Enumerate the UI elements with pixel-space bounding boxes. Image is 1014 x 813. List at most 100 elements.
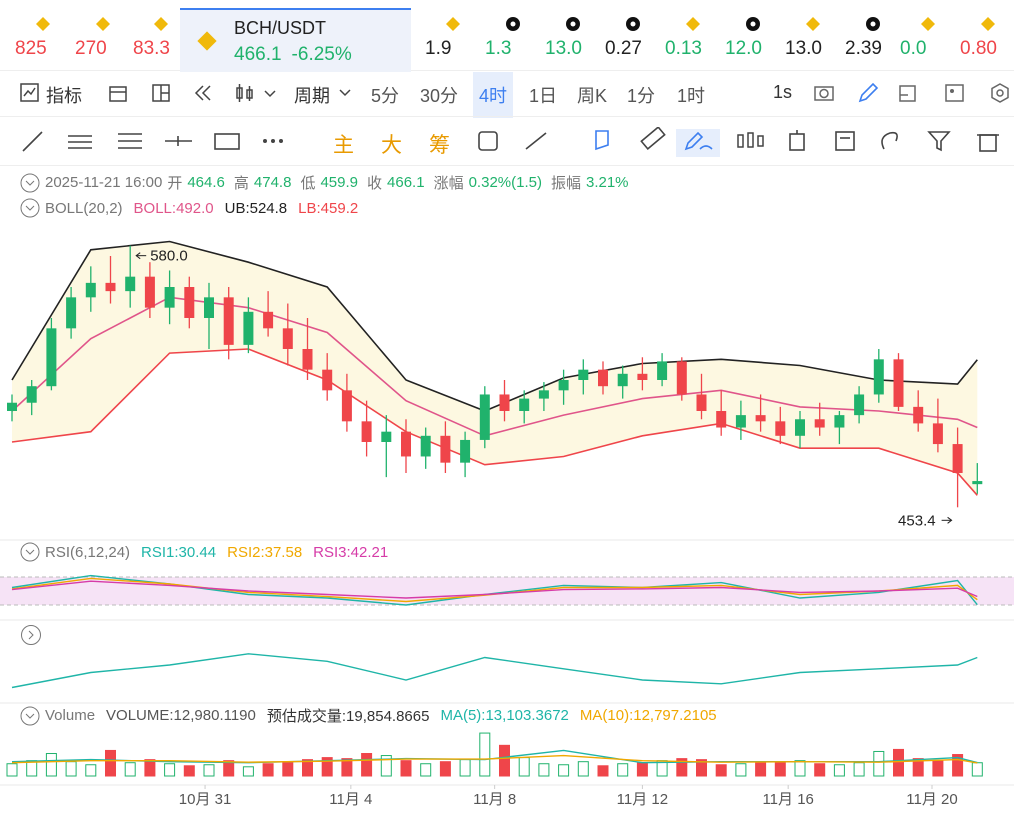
boll-legend: BOLL(20,2) BOLL:492.0 UB:524.8 LB:459.2 <box>20 198 358 218</box>
x-tick-label: 11月 4 <box>329 791 372 808</box>
volume-bar <box>144 759 156 777</box>
candle-body <box>637 373 648 380</box>
volume-legend: Volume VOLUME:12,980.1190 预估成交量:19,854.866… <box>20 705 717 726</box>
volume-bar <box>105 749 116 777</box>
annotation-head <box>947 516 953 524</box>
drawing-icons-right[interactable] <box>474 127 1014 157</box>
volume-bar <box>558 764 570 777</box>
indicator-line <box>11 653 978 689</box>
candle-body <box>46 328 57 387</box>
field-value: 0.32%(1.5) <box>468 174 542 191</box>
ticker-price: 0.0 <box>900 38 927 59</box>
right-tools[interactable] <box>812 82 1012 104</box>
volume-bar <box>302 759 313 777</box>
rsi-legend: RSI(6,12,24) RSI1:30.44 RSI2:37.58 RSI3:42.… <box>20 542 388 562</box>
chevron <box>339 89 351 97</box>
volume-bar <box>794 760 806 777</box>
seconds-button[interactable]: 1s <box>773 82 793 102</box>
interval-button[interactable]: 30分 <box>420 86 459 106</box>
volume-bar <box>538 763 550 777</box>
period-button[interactable]: 周期 <box>294 86 330 106</box>
candle-body <box>854 394 865 416</box>
collapse-icon <box>20 173 40 192</box>
volume-bar <box>361 753 373 777</box>
ticker-tab[interactable]: 0.27 <box>605 10 655 66</box>
layout-icons[interactable] <box>108 83 238 103</box>
ticker-tab[interactable]: 12.0 <box>725 10 775 66</box>
interval-button[interactable]: 1分 <box>627 86 656 106</box>
interval-button[interactable]: 周K <box>577 86 608 106</box>
ticker-tab[interactable]: 0.0 <box>900 10 950 66</box>
tool-large[interactable]: 大 <box>381 134 402 157</box>
candle-body <box>834 415 845 428</box>
candle-body <box>105 282 116 292</box>
interval-button[interactable]: 5分 <box>371 86 400 106</box>
coin-shape <box>686 17 700 31</box>
ball-dot <box>870 21 876 27</box>
indicator-name: RSI(6,12,24) <box>45 543 131 561</box>
boll-mid <box>11 296 978 437</box>
volume-bar <box>420 763 432 777</box>
ticker-price: 13.0 <box>785 38 822 59</box>
boll-lower <box>11 348 978 496</box>
x-tick-label: 10月 31 <box>179 791 232 808</box>
volume-bar <box>65 761 77 777</box>
ticker-tab[interactable]: 13.0 <box>785 10 835 66</box>
active-ticker[interactable]: BCH/USDT 466.1 -6.25% <box>180 8 411 72</box>
candle-body <box>716 411 727 428</box>
interval-button[interactable]: 4时 <box>473 72 514 118</box>
ticker-price: 0.13 <box>665 38 702 59</box>
volume-bar <box>735 763 747 777</box>
field-label: 涨幅 <box>433 175 464 192</box>
ticker-tab[interactable]: 270 <box>75 10 125 66</box>
coin-shape <box>981 17 995 31</box>
candle-body <box>795 419 805 436</box>
ticker-tab[interactable]: 0.13 <box>665 10 715 66</box>
volume-bar <box>893 748 904 777</box>
icon-ring <box>20 173 40 192</box>
drawing-icons[interactable] <box>20 129 320 155</box>
ticker-tab[interactable]: 1.9 <box>425 10 475 66</box>
volume-bar <box>85 764 97 777</box>
x-tick-label: 11月 8 <box>473 791 516 808</box>
candle-body <box>302 349 313 370</box>
volume-bar <box>932 760 944 777</box>
indicators-button[interactable]: 指标 <box>46 86 82 106</box>
ticker-price: 83.3 <box>133 38 170 59</box>
tool-main[interactable]: 主 <box>333 134 354 157</box>
ticker-tab[interactable]: 83.3 <box>133 10 183 66</box>
ticker-tab[interactable]: 1.3 <box>485 10 535 66</box>
ticker-tab[interactable]: 2.39 <box>845 10 895 66</box>
candle-body <box>696 394 707 411</box>
ticker-tab[interactable]: 0.80 <box>960 10 1010 66</box>
volume-ma10 <box>11 754 978 764</box>
ticker-tab[interactable]: 825 <box>15 10 65 66</box>
price-line: 466.1 -6.25% <box>234 44 352 66</box>
ticker-price: 2.39 <box>845 38 882 59</box>
expand-icon <box>21 625 41 645</box>
icon-chevron <box>28 630 34 640</box>
candle-body <box>361 421 372 442</box>
candle-body <box>243 311 254 345</box>
interval-button[interactable]: 1时 <box>677 86 706 106</box>
volume-bar <box>499 744 510 777</box>
candle-body <box>460 439 471 463</box>
candle-body <box>282 328 293 349</box>
ticker-tab[interactable]: 13.0 <box>545 10 595 66</box>
indicator-icon[interactable] <box>20 83 40 103</box>
candle-body <box>735 415 746 428</box>
candle-body <box>204 297 214 318</box>
interval-button[interactable]: 1日 <box>529 86 558 106</box>
field-label: 低 <box>300 175 316 192</box>
icon-ring <box>20 198 40 218</box>
ticker-price: 825 <box>15 38 47 59</box>
volume-bar <box>518 757 530 777</box>
tool-chips[interactable]: 筹 <box>429 134 450 157</box>
icon-ring <box>21 625 41 645</box>
legend-item: MA(10):12,797.2105 <box>579 707 717 724</box>
annotation-head <box>135 252 141 260</box>
chart-type[interactable] <box>235 83 280 103</box>
field-label: 收 <box>367 175 383 192</box>
candle-body <box>164 287 175 308</box>
symbol: BCH/USDT <box>234 18 327 38</box>
